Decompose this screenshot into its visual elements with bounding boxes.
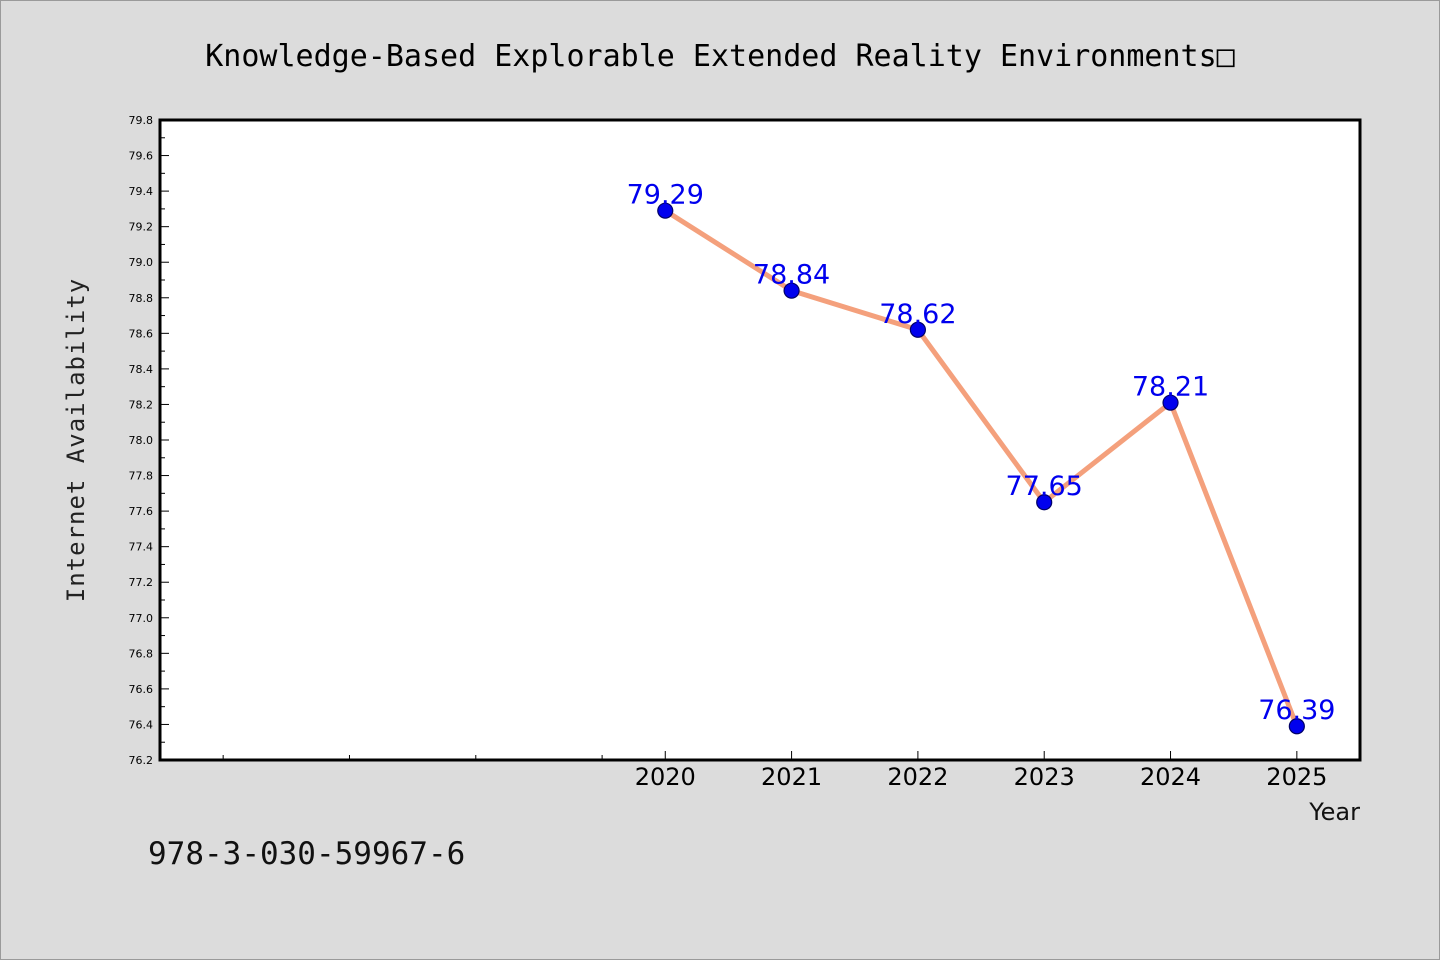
y-axis-label: Internet Availability	[62, 278, 90, 602]
data-label: 77.65	[1006, 471, 1083, 502]
data-label: 78.84	[753, 260, 830, 291]
data-point	[1288, 718, 1305, 735]
plot-area	[160, 120, 1360, 760]
y-tick-label: 79.0	[129, 256, 154, 269]
chart-title: Knowledge-Based Explorable Extended Real…	[205, 39, 1235, 74]
data-label: 79.29	[627, 180, 704, 211]
y-tick-label: 77.2	[129, 576, 154, 589]
series-layer	[657, 202, 1305, 735]
y-tick-label: 77.0	[129, 612, 154, 625]
y-tick-label: 76.8	[129, 647, 154, 660]
data-point	[783, 282, 800, 299]
data-point	[1036, 494, 1053, 511]
footer-isbn: 978-3-030-59967-6	[148, 836, 465, 872]
series-line	[663, 208, 1300, 728]
y-tick-label: 76.2	[129, 754, 154, 767]
y-tick-label: 77.6	[129, 505, 154, 518]
y-tick-label: 77.4	[129, 541, 154, 554]
y-tick-label: 79.2	[129, 221, 154, 234]
y-tick-label: 78.6	[129, 327, 154, 340]
x-axis-label: Year	[1308, 798, 1360, 826]
data-labels: 79.29 78.84 78.62 77.65 78.21 76.39	[627, 180, 1336, 727]
plot-border	[158, 118, 1362, 762]
x-tick-label: 2023	[1014, 763, 1075, 791]
x-tick-label: 2022	[887, 763, 948, 791]
y-tick-label: 78.2	[129, 398, 154, 411]
x-tick-label: 2025	[1266, 763, 1327, 791]
y-tick-label: 79.4	[129, 185, 154, 198]
y-tick-label: 77.8	[129, 470, 154, 483]
data-point	[1162, 394, 1179, 411]
y-tick-label: 79.6	[129, 150, 154, 163]
x-tick-label: 2020	[635, 763, 696, 791]
x-tick-label: 2024	[1140, 763, 1201, 791]
y-tick-label: 76.4	[129, 718, 154, 731]
y-tick-label: 78.0	[129, 434, 154, 447]
y-tick-label: 78.4	[129, 363, 154, 376]
data-label: 78.21	[1132, 372, 1209, 403]
data-point	[909, 321, 926, 338]
data-point	[657, 202, 674, 219]
y-tick-label: 79.8	[129, 114, 154, 127]
x-axis-ticks: 2020 2021 2022 2023 2024 2025	[635, 751, 1327, 791]
data-label: 76.39	[1258, 695, 1335, 726]
x-tick-label: 2021	[761, 763, 822, 791]
y-tick-label: 78.8	[129, 292, 154, 305]
data-label: 78.62	[879, 299, 956, 330]
y-tick-label: 76.6	[129, 683, 154, 696]
